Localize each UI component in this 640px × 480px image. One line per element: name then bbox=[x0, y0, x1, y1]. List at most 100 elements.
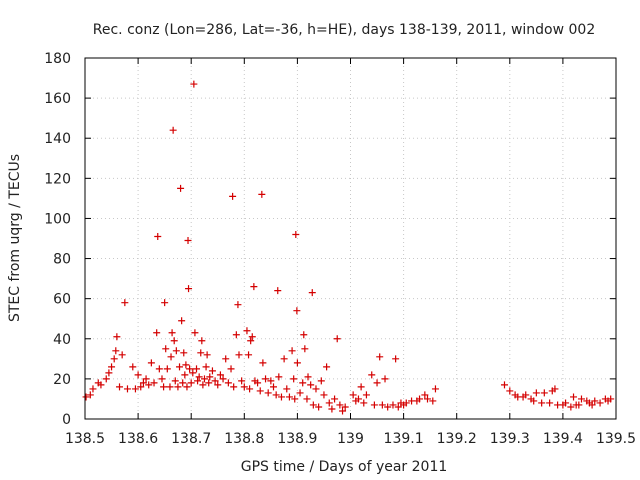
data-point bbox=[546, 399, 554, 407]
data-point bbox=[179, 379, 187, 387]
data-point bbox=[577, 395, 585, 403]
x-tick-label: 139.2 bbox=[437, 431, 477, 447]
data-point bbox=[187, 379, 195, 387]
data-point bbox=[222, 355, 230, 363]
data-point bbox=[172, 347, 180, 355]
data-point bbox=[607, 395, 615, 403]
data-point bbox=[158, 375, 166, 383]
data-point bbox=[240, 383, 248, 391]
data-point bbox=[277, 393, 285, 401]
data-point bbox=[112, 347, 120, 355]
axes: 138.5 138.6 138.7 138.8 138.9 139 139.1 139.2 13… bbox=[44, 51, 636, 447]
data-point bbox=[293, 307, 301, 315]
x-tick-label: 139.5 bbox=[596, 431, 636, 447]
data-point bbox=[290, 375, 298, 383]
data-point bbox=[309, 401, 317, 409]
data-point bbox=[368, 371, 376, 379]
data-point bbox=[180, 349, 188, 357]
data-point bbox=[429, 397, 437, 405]
data-point bbox=[211, 377, 219, 385]
data-point bbox=[170, 337, 178, 345]
data-point bbox=[264, 389, 272, 397]
data-point bbox=[272, 391, 280, 399]
data-point bbox=[200, 375, 208, 383]
data-point bbox=[259, 359, 267, 367]
data-point bbox=[389, 401, 397, 409]
x-tick-label: 138.6 bbox=[118, 431, 158, 447]
data-point bbox=[198, 337, 206, 345]
data-point bbox=[110, 355, 118, 363]
data-point bbox=[320, 391, 328, 399]
data-point bbox=[186, 365, 194, 373]
data-point bbox=[131, 385, 139, 393]
data-point bbox=[341, 403, 349, 411]
data-point bbox=[262, 375, 270, 383]
data-point bbox=[250, 283, 258, 291]
data-point bbox=[86, 391, 94, 399]
data-point bbox=[378, 401, 386, 409]
data-point bbox=[208, 367, 216, 375]
data-point bbox=[178, 317, 186, 325]
data-point bbox=[206, 373, 214, 381]
data-point bbox=[296, 389, 304, 397]
chart-title: Rec. conz (Lon=286, Lat=-36, h=HE), days… bbox=[93, 22, 595, 38]
x-tick-label: 138.5 bbox=[65, 431, 105, 447]
data-point bbox=[336, 401, 344, 409]
data-point bbox=[102, 375, 110, 383]
data-point bbox=[551, 385, 559, 393]
data-point bbox=[154, 232, 162, 240]
data-point bbox=[331, 395, 339, 403]
data-point bbox=[312, 385, 320, 393]
data-point bbox=[232, 331, 240, 339]
data-point bbox=[193, 365, 201, 373]
data-point bbox=[325, 399, 333, 407]
y-tick-label: 20 bbox=[53, 372, 71, 388]
data-point bbox=[506, 387, 514, 395]
y-tick-label: 120 bbox=[44, 171, 71, 187]
data-point bbox=[174, 383, 182, 391]
data-point bbox=[362, 391, 370, 399]
y-tick-label: 40 bbox=[53, 332, 71, 348]
data-point bbox=[567, 403, 575, 411]
data-point bbox=[538, 399, 546, 407]
data-point bbox=[300, 331, 308, 339]
x-tick-label: 138.7 bbox=[171, 431, 211, 447]
data-point bbox=[248, 333, 256, 341]
data-point bbox=[596, 399, 604, 407]
grid bbox=[85, 58, 616, 419]
data-point bbox=[360, 399, 368, 407]
y-tick-label: 60 bbox=[53, 292, 71, 308]
data-point bbox=[246, 385, 254, 393]
data-point bbox=[270, 383, 278, 391]
data-points bbox=[82, 80, 615, 415]
data-point bbox=[562, 399, 570, 407]
data-point bbox=[292, 230, 300, 238]
data-point bbox=[166, 383, 174, 391]
data-point bbox=[258, 190, 266, 198]
data-point bbox=[137, 383, 145, 391]
data-point bbox=[243, 327, 251, 335]
data-point bbox=[315, 403, 323, 411]
data-point bbox=[333, 335, 341, 343]
x-tick-label: 138.9 bbox=[277, 431, 317, 447]
data-point bbox=[532, 389, 540, 397]
data-point bbox=[293, 359, 301, 367]
data-point bbox=[402, 399, 410, 407]
data-point bbox=[153, 329, 161, 337]
y-tick-label: 140 bbox=[44, 131, 71, 147]
data-point bbox=[317, 377, 325, 385]
data-point bbox=[191, 329, 199, 337]
data-point bbox=[384, 403, 392, 411]
data-point bbox=[591, 397, 599, 405]
data-point bbox=[184, 237, 192, 245]
data-point bbox=[197, 349, 205, 357]
data-point bbox=[285, 393, 293, 401]
x-tick-label: 139.4 bbox=[543, 431, 583, 447]
data-point bbox=[185, 285, 193, 293]
x-tick-label: 139 bbox=[337, 431, 364, 447]
data-point bbox=[169, 126, 177, 134]
data-point bbox=[301, 345, 309, 353]
data-point bbox=[376, 353, 384, 361]
y-axis-label: STEC from uqrg / TECUs bbox=[7, 154, 23, 322]
